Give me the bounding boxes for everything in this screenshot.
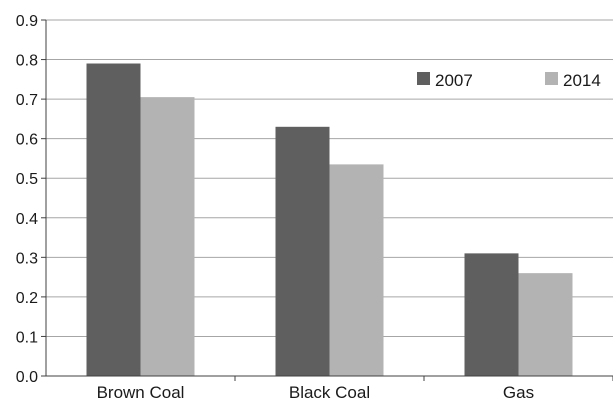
legend-label-2014: 2014 [563,71,601,90]
y-tick-label: 0.2 [16,290,38,307]
y-tick-label: 0.1 [16,329,38,346]
y-tick-label: 0.9 [16,13,38,30]
bar-2014-brown-coal [140,97,195,376]
legend-swatch-2014 [545,72,558,85]
x-category-label: Black Coal [289,383,370,401]
legend-label-2007: 2007 [435,71,473,90]
axes: 0.0 0.1 0.2 0.3 0.4 0.5 0.6 0.7 0.8 0.9 Brown Coal… [16,13,613,401]
x-category-label: Gas [503,383,534,401]
bar-2007-gas [464,253,519,376]
bar-2014-black-coal [329,164,384,376]
y-tick-label: 0.7 [16,92,38,109]
y-tick-label: 0.4 [16,211,38,228]
y-tick-label: 0.5 [16,171,38,188]
x-category-label: Brown Coal [97,383,185,401]
y-tick-label: 0.6 [16,132,38,149]
bar-2007-brown-coal [86,63,141,377]
bars [86,63,573,377]
y-tick-label: 0.8 [16,53,38,70]
legend: 2007 2014 [417,71,601,90]
bar-2014-gas [518,273,573,376]
bar-2007-black-coal [275,126,330,376]
legend-swatch-2007 [417,72,430,85]
y-tick-label: 0.3 [16,250,38,267]
y-tick-label: 0.0 [16,369,38,386]
